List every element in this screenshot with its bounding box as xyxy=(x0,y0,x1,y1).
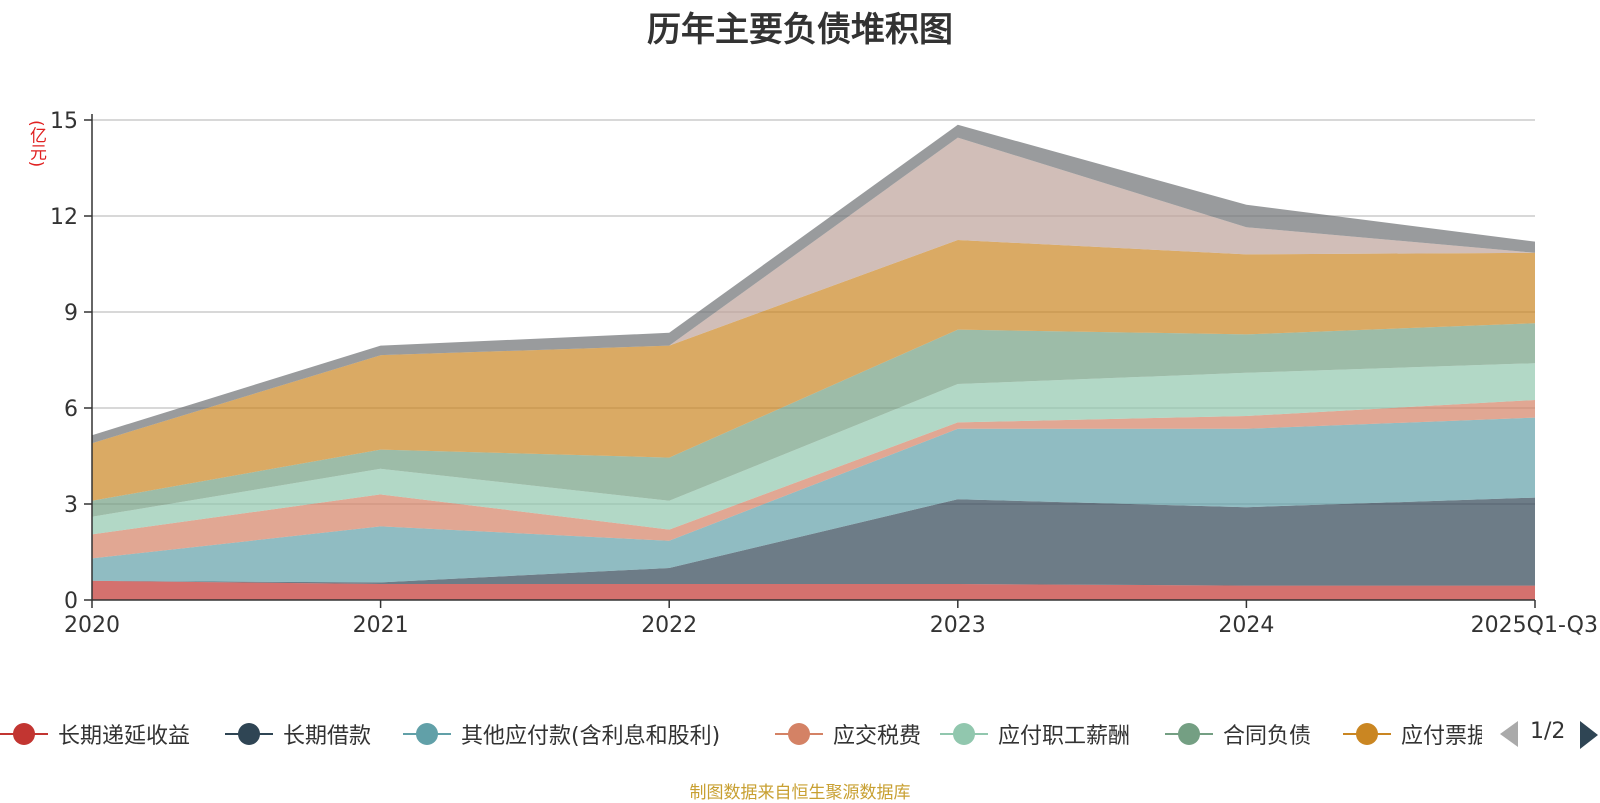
x-tick-label: 2021 xyxy=(353,613,409,638)
area-series-8[interactable] xyxy=(92,124,1535,444)
legend-marker-icon xyxy=(0,716,48,752)
area-series-4[interactable] xyxy=(92,363,1535,535)
legend-marker-icon xyxy=(775,716,823,752)
legend-item-5[interactable]: 合同负债 xyxy=(1165,716,1311,752)
y-tick-label: 3 xyxy=(64,493,78,518)
y-tick-label: 9 xyxy=(64,301,78,326)
x-tick-label: 2024 xyxy=(1218,613,1274,638)
legend-marker-icon xyxy=(403,716,451,752)
legend-marker-icon xyxy=(940,716,988,752)
area-series-0[interactable] xyxy=(92,580,1535,600)
legend-label: 合同负债 xyxy=(1223,724,1312,749)
area-series-6[interactable] xyxy=(92,240,1535,501)
legend-label: 长期递延收益 xyxy=(58,724,191,749)
legend-item-0[interactable]: 长期递延收益 xyxy=(0,716,190,752)
y-tick-label: 6 xyxy=(64,397,78,422)
legend-item-3[interactable]: 应交税费 xyxy=(775,716,921,752)
legend-item-1[interactable]: 长期借款 xyxy=(225,716,371,752)
legend-marker-icon xyxy=(225,716,273,752)
legend-label: 其他应付款(含利息和股利) xyxy=(461,724,721,749)
legend-page-indicator: 1/2 xyxy=(1530,719,1566,744)
legend-marker-icon xyxy=(1343,716,1391,752)
legend-item-4[interactable]: 应付职工薪酬 xyxy=(940,716,1130,752)
legend-label: 长期借款 xyxy=(283,724,372,749)
x-tick-label: 2023 xyxy=(930,613,986,638)
area-series-5[interactable] xyxy=(92,323,1535,517)
y-axis-unit-label: (亿元) xyxy=(26,120,46,168)
legend-item-6[interactable]: 应付票据 xyxy=(1343,716,1482,752)
area-series-2[interactable] xyxy=(92,417,1535,583)
y-tick-label: 15 xyxy=(50,109,78,134)
area-series-1[interactable] xyxy=(92,497,1535,586)
chart-legend: 长期递延收益 长期借款 其他应付款(含利息和股利) 应交税费 应付职工薪酬 合同负债 应付票… xyxy=(0,716,1600,752)
x-tick-label: 2022 xyxy=(641,613,697,638)
y-tick-label: 12 xyxy=(50,205,78,230)
legend-marker-icon xyxy=(1165,716,1213,752)
x-tick-label: 2025Q1-Q3 xyxy=(1471,613,1598,638)
legend-label: 应付职工薪酬 xyxy=(998,724,1131,749)
legend-item-2[interactable]: 其他应付款(含利息和股利) xyxy=(403,716,720,752)
legend-prev-page-icon[interactable] xyxy=(1500,721,1518,747)
legend-label: 应交税费 xyxy=(833,724,922,749)
y-tick-label: 0 xyxy=(64,589,78,614)
legend-next-page-icon[interactable] xyxy=(1580,721,1598,749)
stacked-area-chart: 0 3 6 9 12 15 2020 2021 2022 2023 2024 2025Q1-Q3 xyxy=(50,109,1598,638)
data-source-note: 制图数据来自恒生聚源数据库 xyxy=(689,783,911,803)
legend-label: 应付票据 xyxy=(1401,724,1482,749)
area-series-7[interactable] xyxy=(92,137,1535,444)
x-tick-label: 2020 xyxy=(64,613,120,638)
area-series-3[interactable] xyxy=(92,400,1535,559)
chart-title: 历年主要负债堆积图 xyxy=(647,10,953,50)
